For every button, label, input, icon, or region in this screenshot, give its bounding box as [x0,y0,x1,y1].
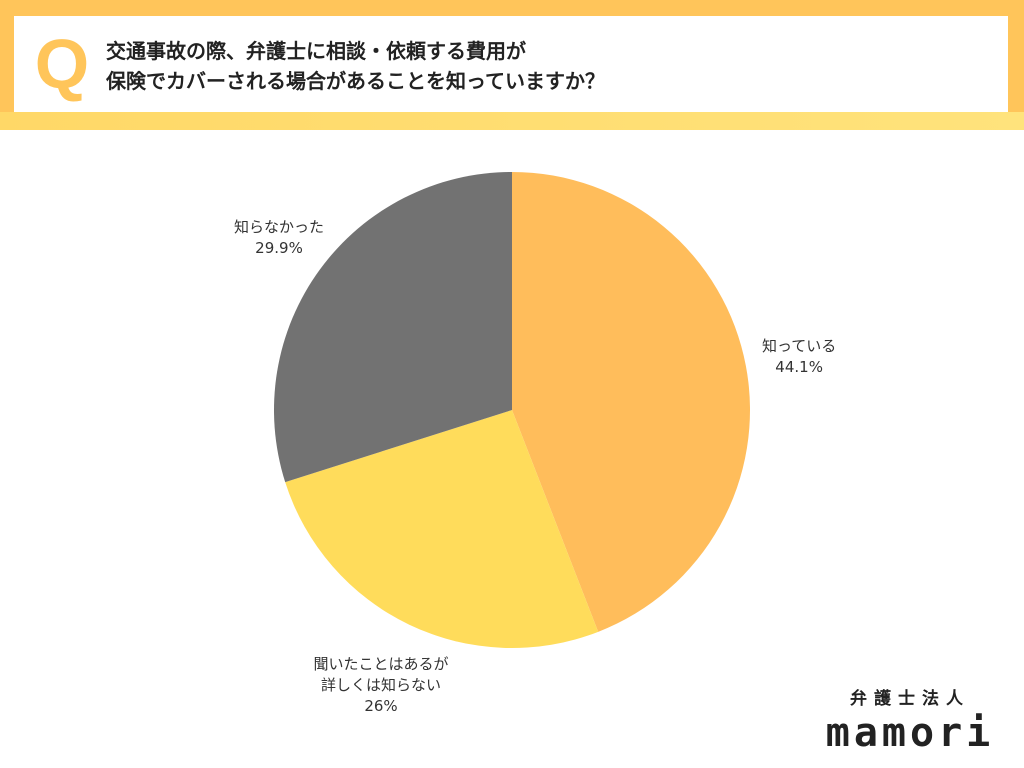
question-line-1: 交通事故の際、弁護士に相談・依頼する費用が [106,39,526,63]
pie-slice-3 [274,172,512,483]
pie-slice-2 [285,410,599,648]
question-line-2: 保険でカバーされる場合があることを知っていますか？ [106,69,605,93]
brand-logo: 弁護士法人 mamori [812,688,1008,756]
slice-label-text: 詳しくは知らない [321,675,442,694]
slice-label-text: 聞いたことはあるが [313,654,449,673]
question-banner: Q 交通事故の際、弁護士に相談・依頼する費用が 保険でカバーされる場合があること… [0,0,1024,130]
slice-label-text: 知っている [762,337,837,355]
slice-label-2: 聞いたことはあるが 詳しくは知らない 26% [314,654,449,717]
slice-label-value: 26% [364,696,398,715]
brand-name: mamori [825,710,995,756]
brand-subtitle: 弁護士法人 [850,689,970,709]
question-text: 交通事故の際、弁護士に相談・依頼する費用が 保険でカバーされる場合があることを知… [106,36,986,96]
question-card: Q 交通事故の際、弁護士に相談・依頼する費用が 保険でカバーされる場合があること… [14,16,1008,112]
slice-label-1: 知っている 44.1% [762,336,836,378]
slice-label-value: 44.1% [775,358,823,376]
q-letter: Q [34,25,90,103]
banner-stripe [0,112,1024,130]
slice-label-value: 29.9% [255,239,303,257]
pie-slice-1 [512,172,751,632]
slice-label-3: 知らなかった 29.9% [234,217,324,259]
slice-label-text: 知らなかった [234,218,325,236]
